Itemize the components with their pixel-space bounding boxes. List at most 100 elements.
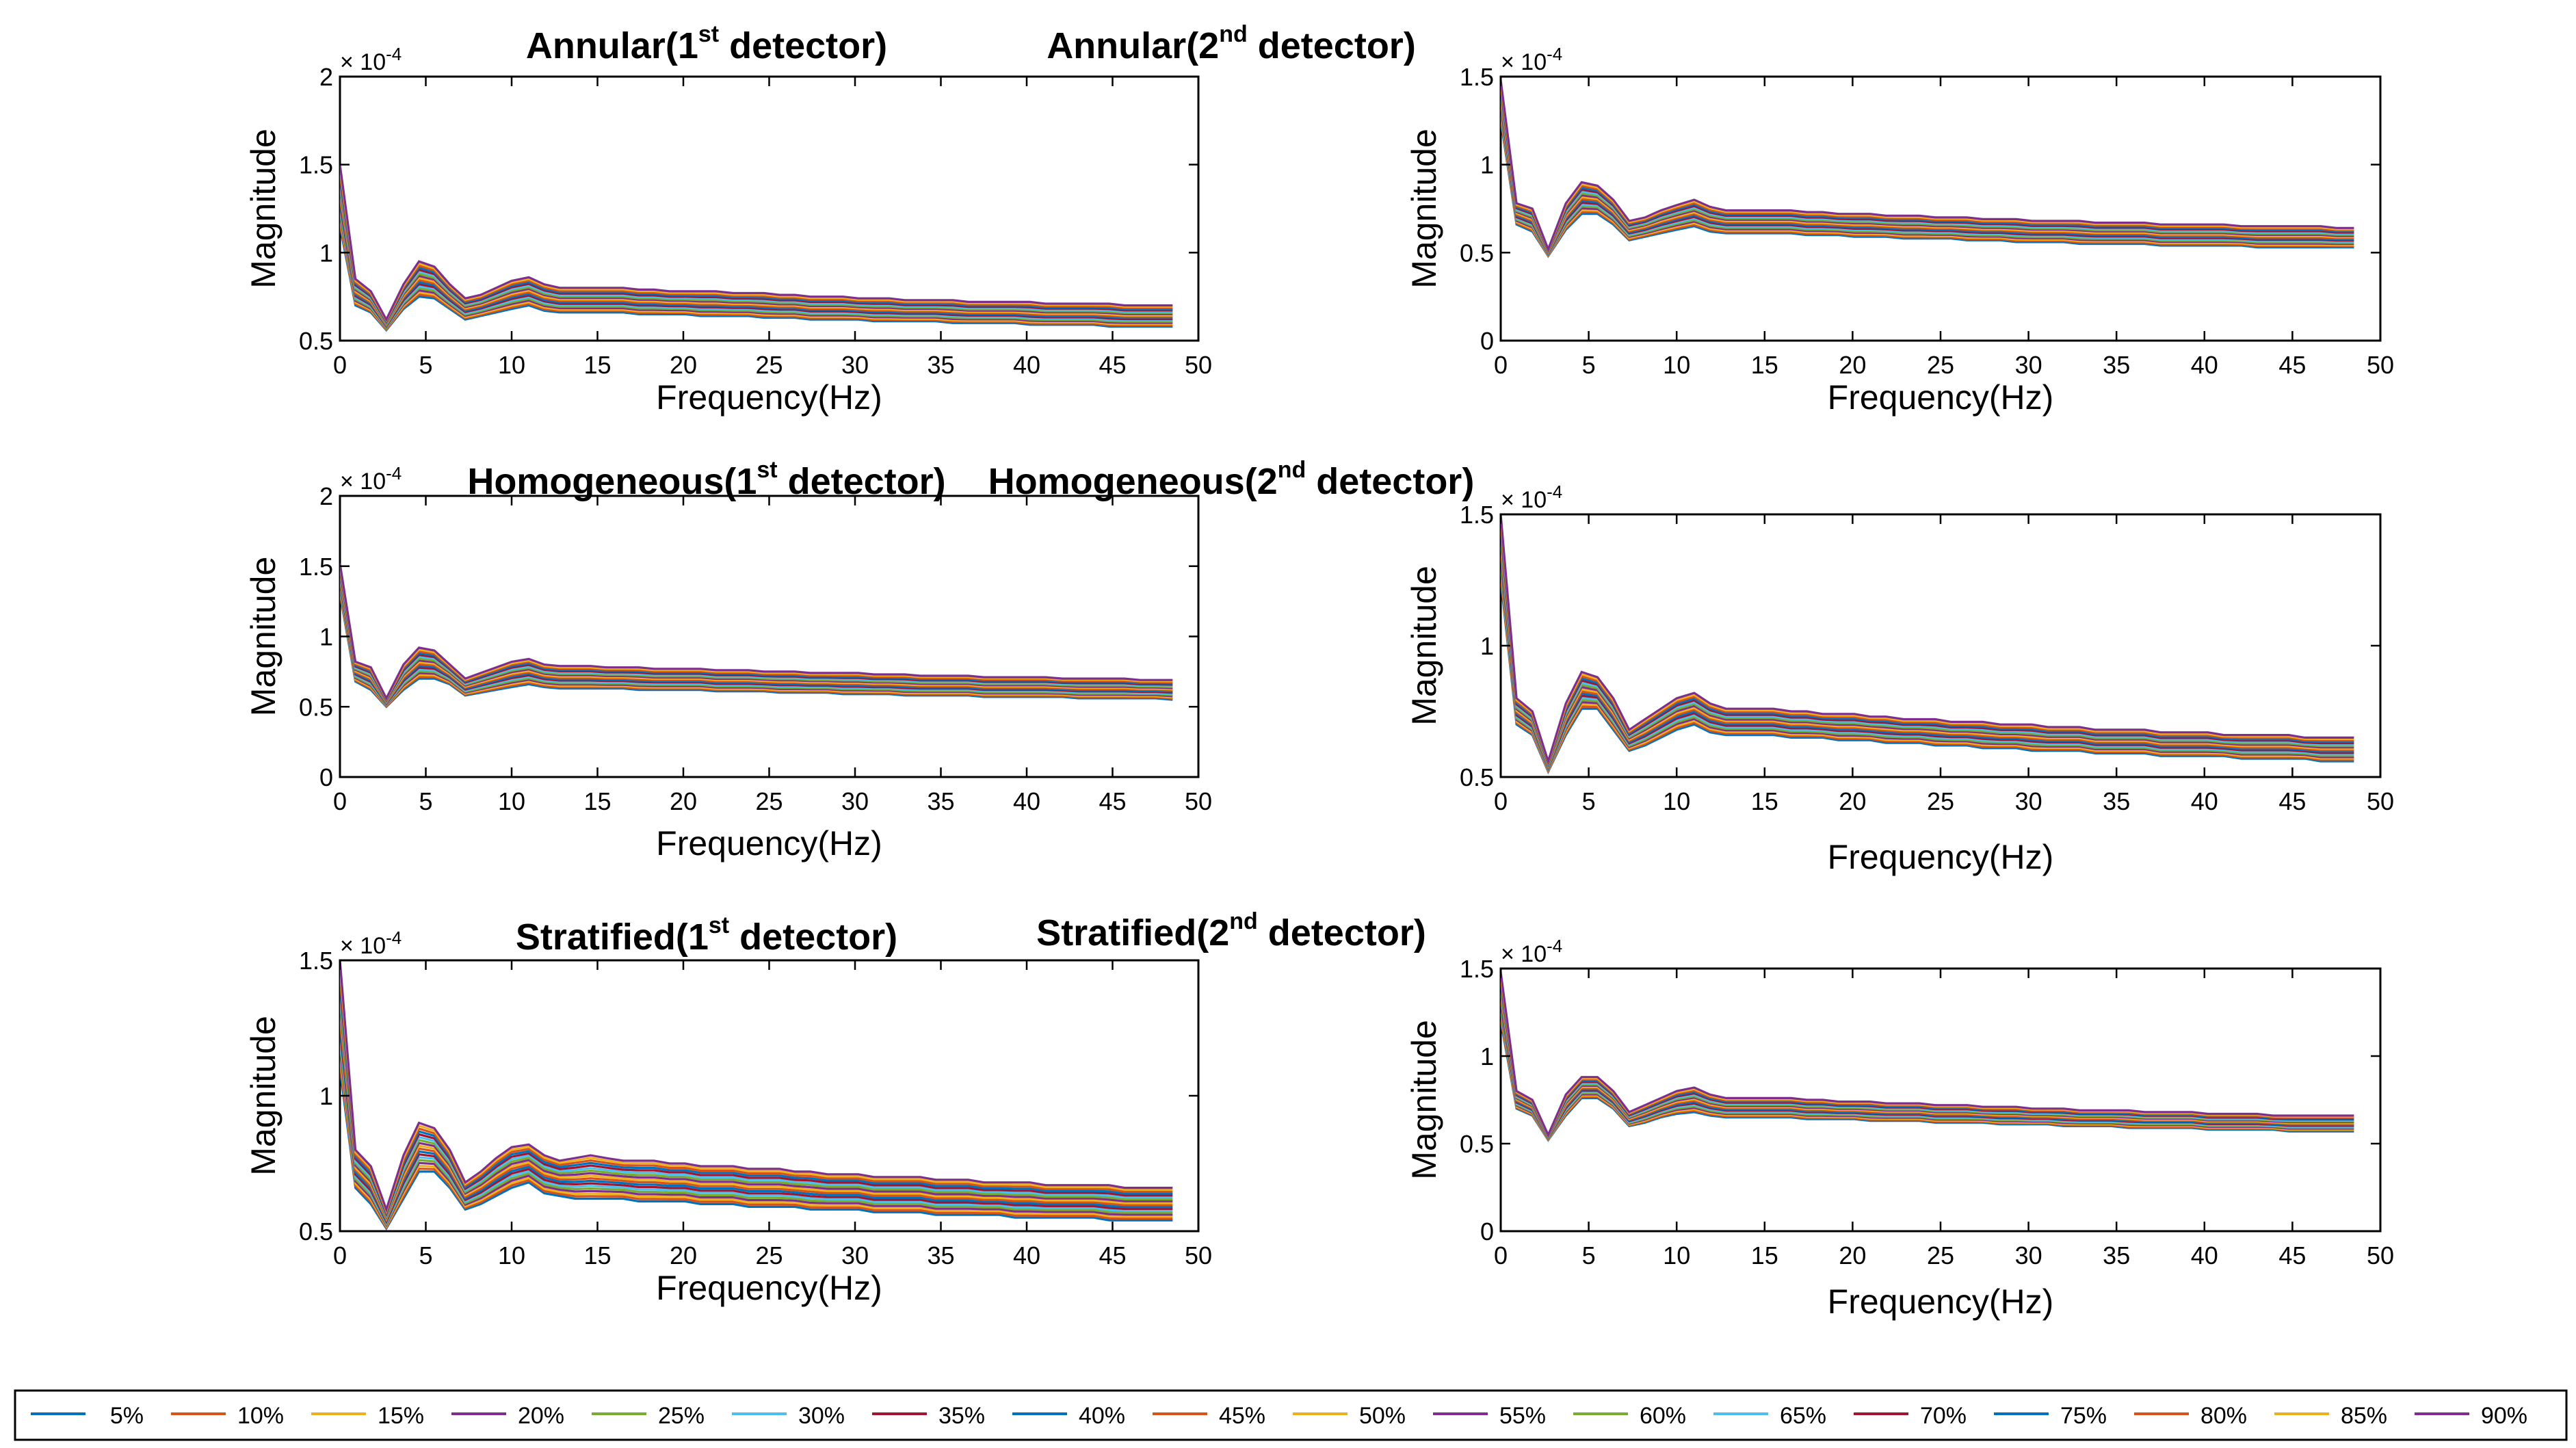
axis-exponent-label: × 10-4	[1501, 482, 1562, 513]
x-tick-label: 25	[755, 351, 783, 379]
x-tick-label: 25	[1927, 1241, 1954, 1269]
series-line-20pct	[340, 1049, 1173, 1228]
x-tick-label: 50	[2367, 351, 2394, 379]
x-tick-label: 25	[755, 787, 783, 815]
legend-label: 25%	[658, 1403, 705, 1429]
y-tick-label: 0.5	[1460, 763, 1494, 791]
series-line-10pct	[1501, 118, 2354, 258]
series-line-10pct	[1501, 576, 2354, 774]
legend-box	[14, 1389, 2568, 1441]
series-line-60pct	[340, 998, 1173, 1220]
y-tick-label: 0.5	[299, 1217, 333, 1246]
y-tick-label: 1	[1480, 1042, 1494, 1070]
x-tick-label: 35	[927, 1241, 954, 1269]
x-axis-label: Frequency(Hz)	[1828, 1282, 2054, 1321]
axis-exponent-label: × 10-4	[1501, 936, 1562, 967]
legend-label: 15%	[378, 1403, 424, 1429]
chart-title: Annular(2nd detector)	[1047, 21, 1416, 66]
y-tick-label: 1	[1480, 151, 1494, 179]
chart-panel-1: 0 5 10 15 20 25 30 35 40 45 50 0.5 1 1.5 2× 10-4 Annula…	[244, 21, 1212, 417]
series-line-10pct	[340, 222, 1173, 332]
series-line-25pct	[1501, 111, 2354, 257]
x-tick-label: 0	[333, 351, 347, 379]
series-lines	[340, 563, 1173, 709]
x-tick-label: 30	[841, 1241, 869, 1269]
y-axis-label: Magnitude	[244, 1016, 282, 1176]
series-line-25pct	[340, 1042, 1173, 1227]
y-axis-label: Magnitude	[1405, 566, 1443, 726]
x-tick-label: 10	[498, 787, 525, 815]
series-line-15pct	[340, 1055, 1173, 1229]
x-tick-label: 10	[1663, 351, 1690, 379]
series-line-5pct	[340, 594, 1173, 709]
legend-entry-75pct: 75%	[1994, 1403, 2107, 1429]
legend-label: 30%	[798, 1403, 845, 1429]
x-tick-label: 20	[1839, 351, 1866, 379]
x-tick-label: 40	[1013, 351, 1040, 379]
series-line-15pct	[1501, 572, 2354, 774]
series-line-45pct	[340, 1017, 1173, 1222]
x-tick-label: 15	[1751, 787, 1778, 815]
x-tick-label: 15	[583, 1241, 611, 1269]
x-tick-label: 0	[1494, 1241, 1508, 1269]
series-line-5pct	[1501, 579, 2354, 775]
chart-panel-6: 0 5 10 15 20 25 30 35 40 45 50 0 0.5 1 1.5× 10-4 Strati…	[1036, 908, 2394, 1321]
x-tick-label: 50	[2367, 787, 2394, 815]
legend-entry-40pct: 40%	[1012, 1403, 1125, 1429]
y-tick-label: 0.5	[299, 693, 333, 721]
x-tick-label: 30	[2015, 351, 2042, 379]
legend-label: 80%	[2200, 1403, 2247, 1429]
x-tick-label: 15	[1751, 351, 1778, 379]
series-line-25pct	[340, 211, 1173, 330]
series-line-70pct	[1501, 529, 2354, 767]
legend-label: 35%	[938, 1403, 985, 1429]
series-line-75pct	[1501, 525, 2354, 767]
x-tick-label: 5	[419, 787, 432, 815]
series-line-40pct	[1501, 553, 2354, 771]
x-tick-label: 25	[755, 1241, 783, 1269]
x-tick-label: 10	[1663, 787, 1690, 815]
y-tick-label: 1.5	[1460, 955, 1494, 983]
series-line-50pct	[340, 1011, 1173, 1222]
x-tick-label: 15	[1751, 1241, 1778, 1269]
chart-panel-4: 0 5 10 15 20 25 30 35 40 45 50 0.5 1 1.5× 10-4 Homogen…	[988, 457, 2394, 876]
x-tick-label: 40	[2191, 1241, 2218, 1269]
series-line-5pct	[340, 226, 1173, 332]
series-line-20pct	[340, 215, 1173, 330]
series-line-85pct	[1501, 518, 2354, 766]
y-tick-label: 0	[1480, 327, 1494, 355]
x-tick-label: 10	[498, 351, 525, 379]
series-lines	[1501, 79, 2354, 259]
y-tick-label: 1.5	[1460, 63, 1494, 91]
legend-entry-80pct: 80%	[2134, 1403, 2247, 1429]
legend-label: 70%	[1920, 1403, 1967, 1429]
series-line-65pct	[340, 182, 1173, 325]
legend-label: 65%	[1780, 1403, 1826, 1429]
x-tick-label: 40	[1013, 787, 1040, 815]
x-tick-label: 15	[583, 351, 611, 379]
x-tick-label: 35	[927, 787, 954, 815]
plot-area	[339, 495, 1200, 778]
series-line-65pct	[340, 992, 1173, 1218]
series-line-55pct	[1501, 541, 2354, 769]
series-line-85pct	[340, 168, 1173, 323]
y-tick-label: 0	[1480, 1217, 1494, 1246]
series-line-30pct	[340, 585, 1173, 707]
legend-entry-90pct: 90%	[2415, 1403, 2527, 1429]
series-line-90pct	[340, 563, 1173, 701]
x-axis-label: Frequency(Hz)	[1828, 378, 2054, 417]
series-line-70pct	[340, 179, 1173, 325]
series-line-40pct	[340, 200, 1173, 328]
x-tick-label: 5	[419, 351, 432, 379]
chart-panel-2: 0 5 10 15 20 25 30 35 40 45 50 0 0.5 1 1.5× 10-4 Annula…	[1047, 21, 2394, 417]
y-tick-label: 1.5	[299, 151, 333, 179]
legend-entry-65pct: 65%	[1713, 1403, 1826, 1429]
legend-label: 75%	[2060, 1403, 2107, 1429]
series-line-55pct	[340, 189, 1173, 326]
series-line-80pct	[340, 172, 1173, 324]
chart-title: Homogeneous(2nd detector)	[988, 457, 1475, 502]
legend-entry-35pct: 35%	[872, 1403, 985, 1429]
legend-entry-20pct: 20%	[451, 1403, 564, 1429]
series-line-90pct	[340, 164, 1173, 322]
